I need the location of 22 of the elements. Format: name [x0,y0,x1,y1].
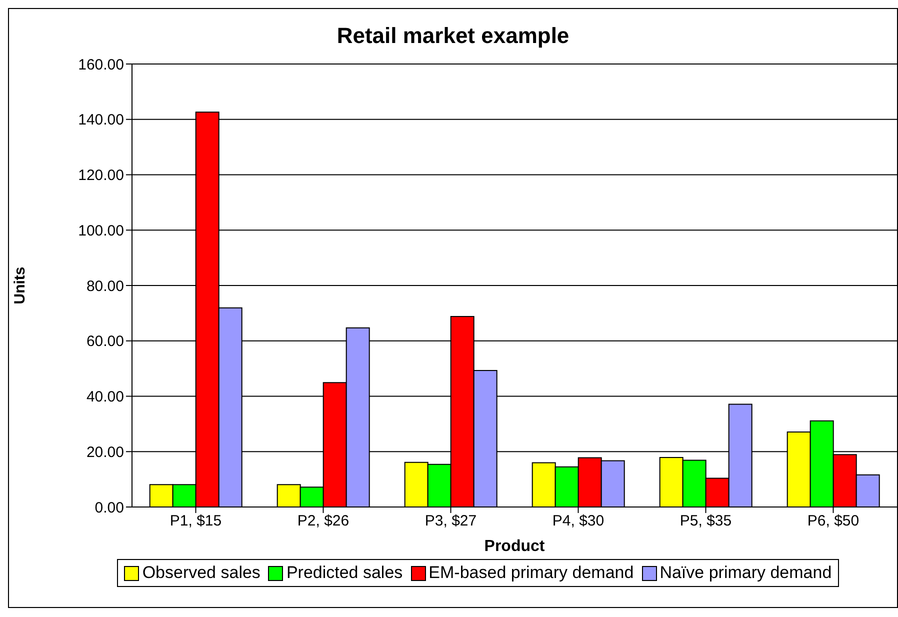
x-tick-label: P5, $35 [680,512,732,530]
y-tick-label: 160.00 [78,56,124,74]
chart-title: Retail market example [336,23,570,49]
y-tick-label: 100.00 [78,222,124,240]
legend-label: Observed sales [141,563,260,583]
y-tick-label: 40.00 [86,388,124,406]
x-tick-label: P3, $27 [424,512,477,530]
y-tick-label: 0.00 [94,499,124,516]
x-tick-label: P2, $26 [297,512,350,530]
x-tick-label: P6, $50 [807,512,860,530]
legend-label: Predicted sales [285,563,403,583]
y-axis-title: Units [11,266,28,304]
x-tick-label: P4, $30 [552,512,604,530]
x-tick-label: P1, $15 [170,512,222,530]
legend-label: Naïve primary demand [658,563,832,583]
y-tick-label: 120.00 [78,167,124,184]
y-tick-label: 80.00 [86,278,124,295]
legend-label: EM-based primary demand [428,563,634,583]
y-tick-label: 20.00 [86,444,124,461]
y-tick-label: 60.00 [86,333,124,350]
y-tick-label: 140.00 [78,112,124,129]
x-axis-title: Product [484,538,546,555]
